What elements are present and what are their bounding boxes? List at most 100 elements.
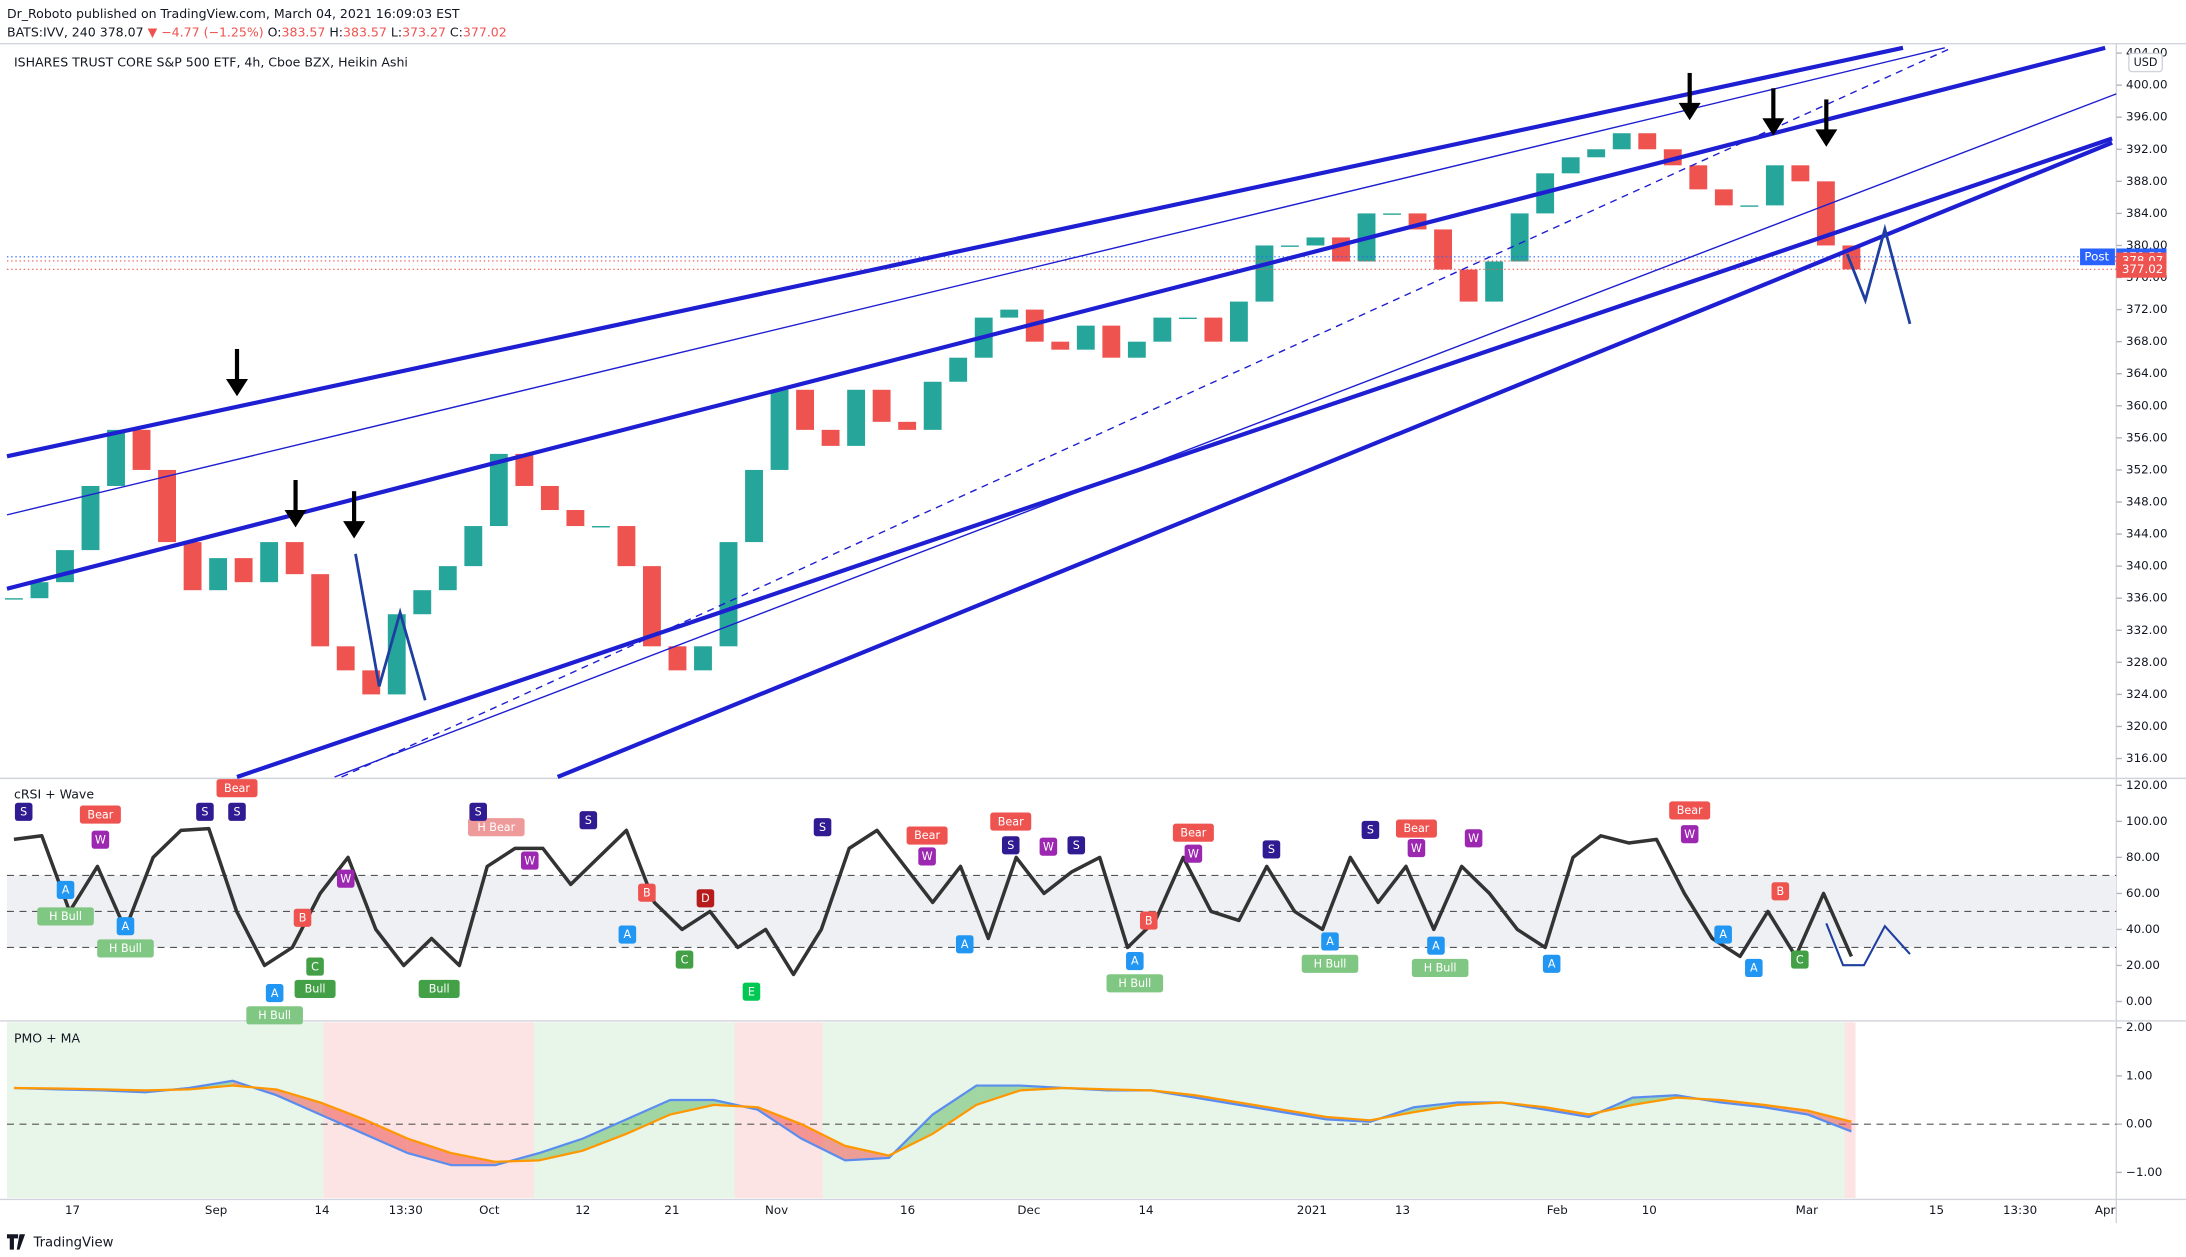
signal-label: Bear <box>1180 826 1206 839</box>
change: ▼ −4.77 (−1.25%) <box>148 24 264 39</box>
x-tick-label: 14 <box>315 1203 330 1217</box>
signal-label: C <box>311 960 319 973</box>
signal-label: Bull <box>305 983 326 996</box>
signal-badge <box>97 939 154 958</box>
candle <box>107 429 125 486</box>
trend-line <box>6 45 2106 591</box>
candle <box>81 485 100 551</box>
signal-badge <box>116 917 135 936</box>
signal-label: A <box>624 928 632 941</box>
candle <box>209 558 228 591</box>
x-tick-label: 12 <box>575 1203 590 1217</box>
signal-badge <box>579 811 598 830</box>
pmo-fill <box>976 1085 1021 1105</box>
currency-box <box>2128 52 2163 73</box>
candle <box>1255 245 1274 302</box>
author-line: Dr_Roboto published on TradingView.com, … <box>7 6 460 21</box>
high-label: H: <box>329 24 343 39</box>
arrow <box>1762 88 1785 136</box>
candle <box>1765 165 1784 206</box>
pmo-fill <box>538 1138 583 1161</box>
signal-badge <box>469 802 487 821</box>
signal-badge <box>228 802 246 821</box>
candle <box>923 381 942 430</box>
signal-label: Bear <box>1403 822 1429 835</box>
signal-label: B <box>1145 914 1153 927</box>
signal-label: Bear <box>1677 804 1703 817</box>
close: 377.02 <box>463 24 507 39</box>
y-tick-label: 360.00 <box>2126 398 2167 412</box>
signal-label: H Bull <box>258 1009 291 1022</box>
x-tick-label: Nov <box>765 1203 788 1217</box>
candle <box>1638 133 1657 150</box>
arrow <box>1678 72 1701 121</box>
pmo-line <box>13 1084 1852 1163</box>
signal-label: S <box>1073 839 1080 852</box>
signal-badge <box>1321 932 1339 951</box>
y-tick-label: 2.00 <box>2126 1020 2152 1034</box>
candle <box>1612 133 1631 150</box>
pmo-fill <box>801 1124 846 1161</box>
signal-badge <box>306 957 324 976</box>
indicator-title: cRSI + Wave <box>14 787 94 802</box>
candle <box>821 429 840 446</box>
x-tick-label: 13:30 <box>389 1203 423 1217</box>
signal-label: W <box>922 850 933 863</box>
y-tick-label: 336.00 <box>2126 591 2167 605</box>
candle <box>1791 165 1810 182</box>
signal-label: B <box>1776 885 1784 898</box>
signal-badge <box>1669 801 1711 820</box>
y-tick-label: 40.00 <box>2126 922 2160 936</box>
signal-label: Bear <box>87 808 113 821</box>
price-tag-name: Post <box>2084 249 2109 263</box>
signal-label: W <box>524 854 535 867</box>
x-tick-label: 16 <box>900 1203 915 1217</box>
signal-badge <box>1714 925 1732 944</box>
indicator-title: PMO + MA <box>14 1031 81 1046</box>
y-tick-label: 0.00 <box>2126 994 2152 1008</box>
pmo-fill <box>626 1100 671 1134</box>
signal-label: S <box>585 814 592 827</box>
candle <box>464 526 483 567</box>
y-tick-label: 324.00 <box>2126 687 2167 701</box>
y-tick-label: 80.00 <box>2126 850 2160 864</box>
projection <box>354 553 427 701</box>
signal-label: S <box>1367 824 1374 837</box>
candle <box>1740 205 1759 207</box>
signal-label: W <box>1684 828 1695 841</box>
candle <box>1332 237 1350 262</box>
signal-label: A <box>122 920 130 933</box>
signal-badge <box>1139 911 1158 930</box>
symbol-line: BATS:IVV, 240 378.07 ▼ −4.77 (−1.25%) O:… <box>7 24 507 39</box>
signal-badge <box>91 830 110 849</box>
signal-label: S <box>475 806 482 819</box>
y-tick-label: 388.00 <box>2126 174 2167 188</box>
signal-badge <box>1001 836 1020 855</box>
signal-badge <box>813 818 832 837</box>
x-tick-label: 15 <box>1929 1203 1944 1217</box>
candle <box>1485 261 1504 302</box>
candle <box>362 670 381 695</box>
y-tick-label: 364.00 <box>2126 366 2167 380</box>
candle <box>438 566 457 591</box>
y-tick-label: 60.00 <box>2126 886 2160 900</box>
signal-badge <box>990 812 1032 831</box>
signal-badge <box>37 907 94 926</box>
signal-badge <box>1126 951 1144 971</box>
bear-zone <box>734 1022 823 1199</box>
open-label: O: <box>268 24 282 39</box>
candle <box>1434 229 1453 270</box>
signal-badge <box>696 889 715 908</box>
signal-badge <box>1106 974 1164 993</box>
x-tick-label: Dec <box>1017 1203 1040 1217</box>
signal-badge <box>56 880 75 899</box>
bear-zone <box>323 1022 534 1199</box>
signal-label: W <box>1188 847 1199 860</box>
y-tick-label: 392.00 <box>2126 142 2167 156</box>
signal-label: E <box>748 985 755 998</box>
x-tick-label: Apr <box>2095 1203 2116 1217</box>
signal-label: H Bear <box>477 821 515 834</box>
signal-label: S <box>20 806 27 819</box>
